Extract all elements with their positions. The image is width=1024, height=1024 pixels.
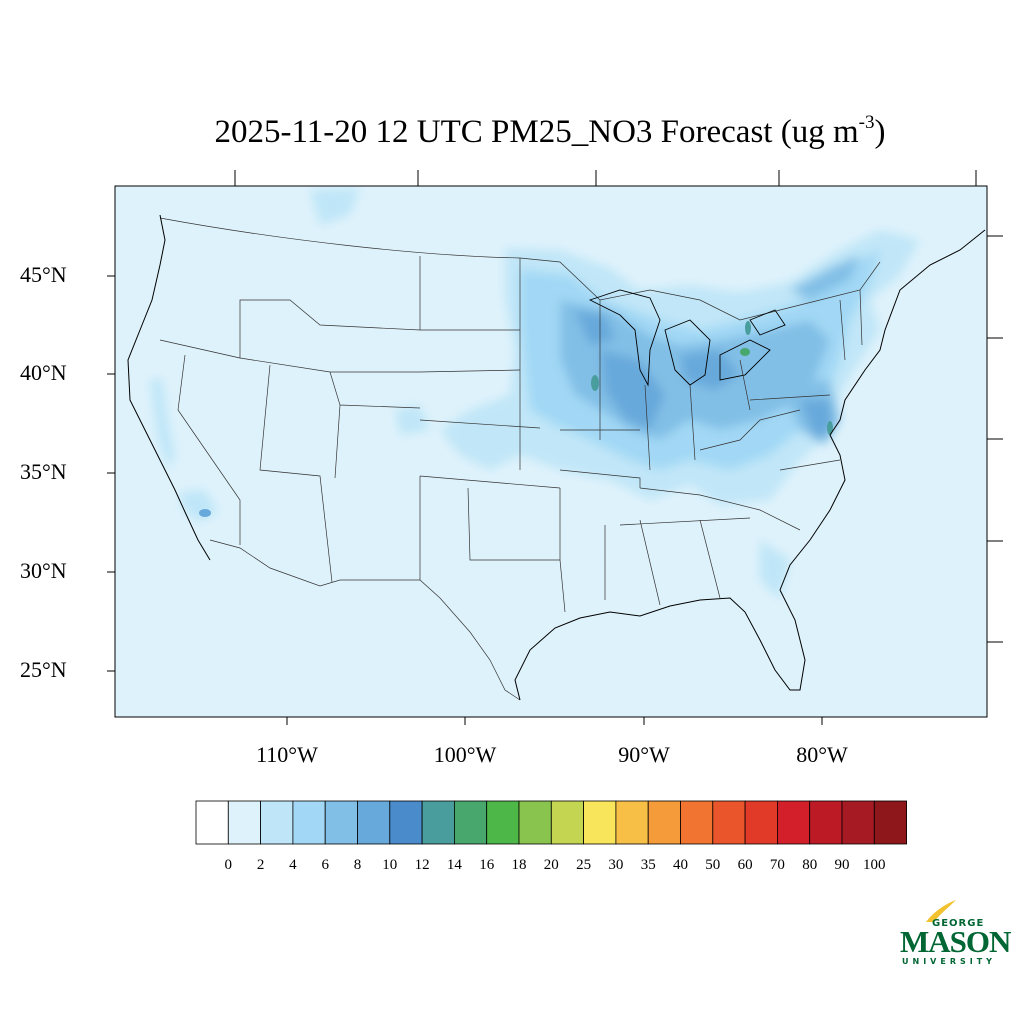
colorbar-label: 70 — [769, 857, 785, 873]
lat-label-30n: 30°N — [20, 558, 67, 583]
colorbar-label: 100 — [863, 857, 886, 873]
colorbar-box-20 — [841, 800, 875, 845]
colorbar-box-1 — [227, 800, 262, 845]
colorbar-box-17 — [744, 800, 778, 845]
colorbar-box-7 — [421, 800, 455, 845]
colorbar-box-4 — [324, 800, 358, 845]
colorbar-box-11 — [550, 800, 584, 845]
state-lines-east — [519, 258, 863, 613]
conc-area-core-4 — [680, 350, 740, 390]
title-text: 2025-11-20 12 UTC PM25_NO3 Forecast (ug … — [214, 114, 859, 150]
colorbar-label: 40 — [673, 857, 688, 873]
colorbar-box-19 — [809, 800, 843, 845]
lat-label-25n: 25°N — [20, 657, 67, 682]
title-close: ) — [874, 114, 886, 150]
lon-label-110w: 110°W — [256, 742, 318, 767]
colorbar-label: 60 — [737, 857, 753, 873]
great-lakes-shore — [588, 289, 786, 387]
colorbar-box-21 — [873, 800, 907, 845]
concentration-hotspots — [199, 321, 833, 517]
lat-label-45n: 45°N — [20, 262, 67, 287]
lon-label-80w: 80°W — [796, 742, 848, 767]
atlantic-coast — [779, 229, 986, 591]
concentration-field — [150, 188, 920, 600]
hotspot-lake-erie — [740, 348, 750, 356]
colorbar-label: 25 — [576, 857, 592, 873]
map-frame — [114, 185, 988, 718]
colorbar-box-18 — [777, 800, 811, 845]
colorbar-box-3 — [292, 800, 326, 845]
colorbar-label: 30 — [608, 857, 624, 873]
colorbar-label: 35 — [640, 857, 656, 873]
logo-line-mason: MASON — [900, 924, 1011, 959]
logo-line-george: GEORGE — [932, 918, 985, 929]
gmu-logo: GEORGE MASON UNIVERSITY — [898, 898, 1011, 970]
colorbar-label: 18 — [511, 857, 527, 873]
title-superscript: -3 — [858, 112, 875, 133]
colorbar-label: 12 — [414, 857, 430, 873]
map-title: 2025-11-20 12 UTC PM25_NO3 Forecast (ug … — [0, 112, 1024, 151]
colorbar-box-13 — [615, 800, 649, 845]
lat-label-40n: 40°N — [20, 360, 67, 385]
colorbar-label: 16 — [479, 857, 495, 873]
conc-area-core-3 — [600, 350, 665, 430]
colorbar-box-10 — [518, 800, 552, 845]
colorbar-box-8 — [453, 800, 488, 845]
colorbar-label: 0 — [224, 857, 233, 873]
colorbar-label: 90 — [834, 857, 850, 873]
us-canada-border — [159, 217, 881, 321]
gulf-coast — [514, 589, 806, 701]
colorbar-label: 20 — [543, 857, 559, 873]
conc-area-west-1 — [150, 378, 175, 470]
hotspot-iowa — [591, 375, 599, 391]
frame-ticks — [107, 170, 1003, 725]
conc-area-core-6 — [575, 310, 615, 345]
logo-swoosh-icon — [926, 900, 956, 922]
colorbar-box-0 — [195, 800, 229, 845]
colorbar-label: 2 — [256, 857, 265, 873]
lon-label-100w: 100°W — [433, 742, 497, 767]
boundary-lines — [127, 214, 986, 701]
hotspot-delmarva — [827, 421, 833, 435]
colorbar-box-2 — [260, 800, 294, 845]
hotspot-socal — [199, 509, 211, 517]
logo-line-university: UNIVERSITY — [902, 957, 996, 966]
colorbar-box-16 — [712, 800, 746, 845]
colorbar-label: 6 — [321, 857, 329, 873]
colorbar-box-6 — [389, 800, 423, 845]
colorbar-box-15 — [680, 800, 714, 845]
coastline-west — [127, 214, 211, 561]
colorbar-label: 8 — [353, 857, 362, 873]
colorbar-box-14 — [647, 800, 681, 845]
colorbar-label: 80 — [802, 857, 818, 873]
lat-label-35n: 35°N — [20, 459, 67, 484]
colorbar-box-5 — [357, 800, 391, 845]
conc-area-west-4 — [395, 405, 430, 435]
colorbar-box-12 — [583, 800, 617, 845]
colorbar-label: 4 — [289, 857, 297, 873]
conc-area-core-5 — [800, 400, 832, 440]
conc-area-ne-band — [790, 255, 860, 300]
colorbar-label: 10 — [382, 857, 398, 873]
conc-area-west-3 — [310, 188, 360, 225]
colorbar — [195, 800, 907, 845]
lon-label-90w: 90°W — [618, 742, 670, 767]
hotspot-ontario — [745, 321, 751, 335]
colorbar-label: 50 — [705, 857, 721, 873]
colorbar-box-9 — [486, 800, 520, 845]
state-lines-west — [159, 256, 561, 583]
colorbar-label: 14 — [446, 857, 462, 873]
